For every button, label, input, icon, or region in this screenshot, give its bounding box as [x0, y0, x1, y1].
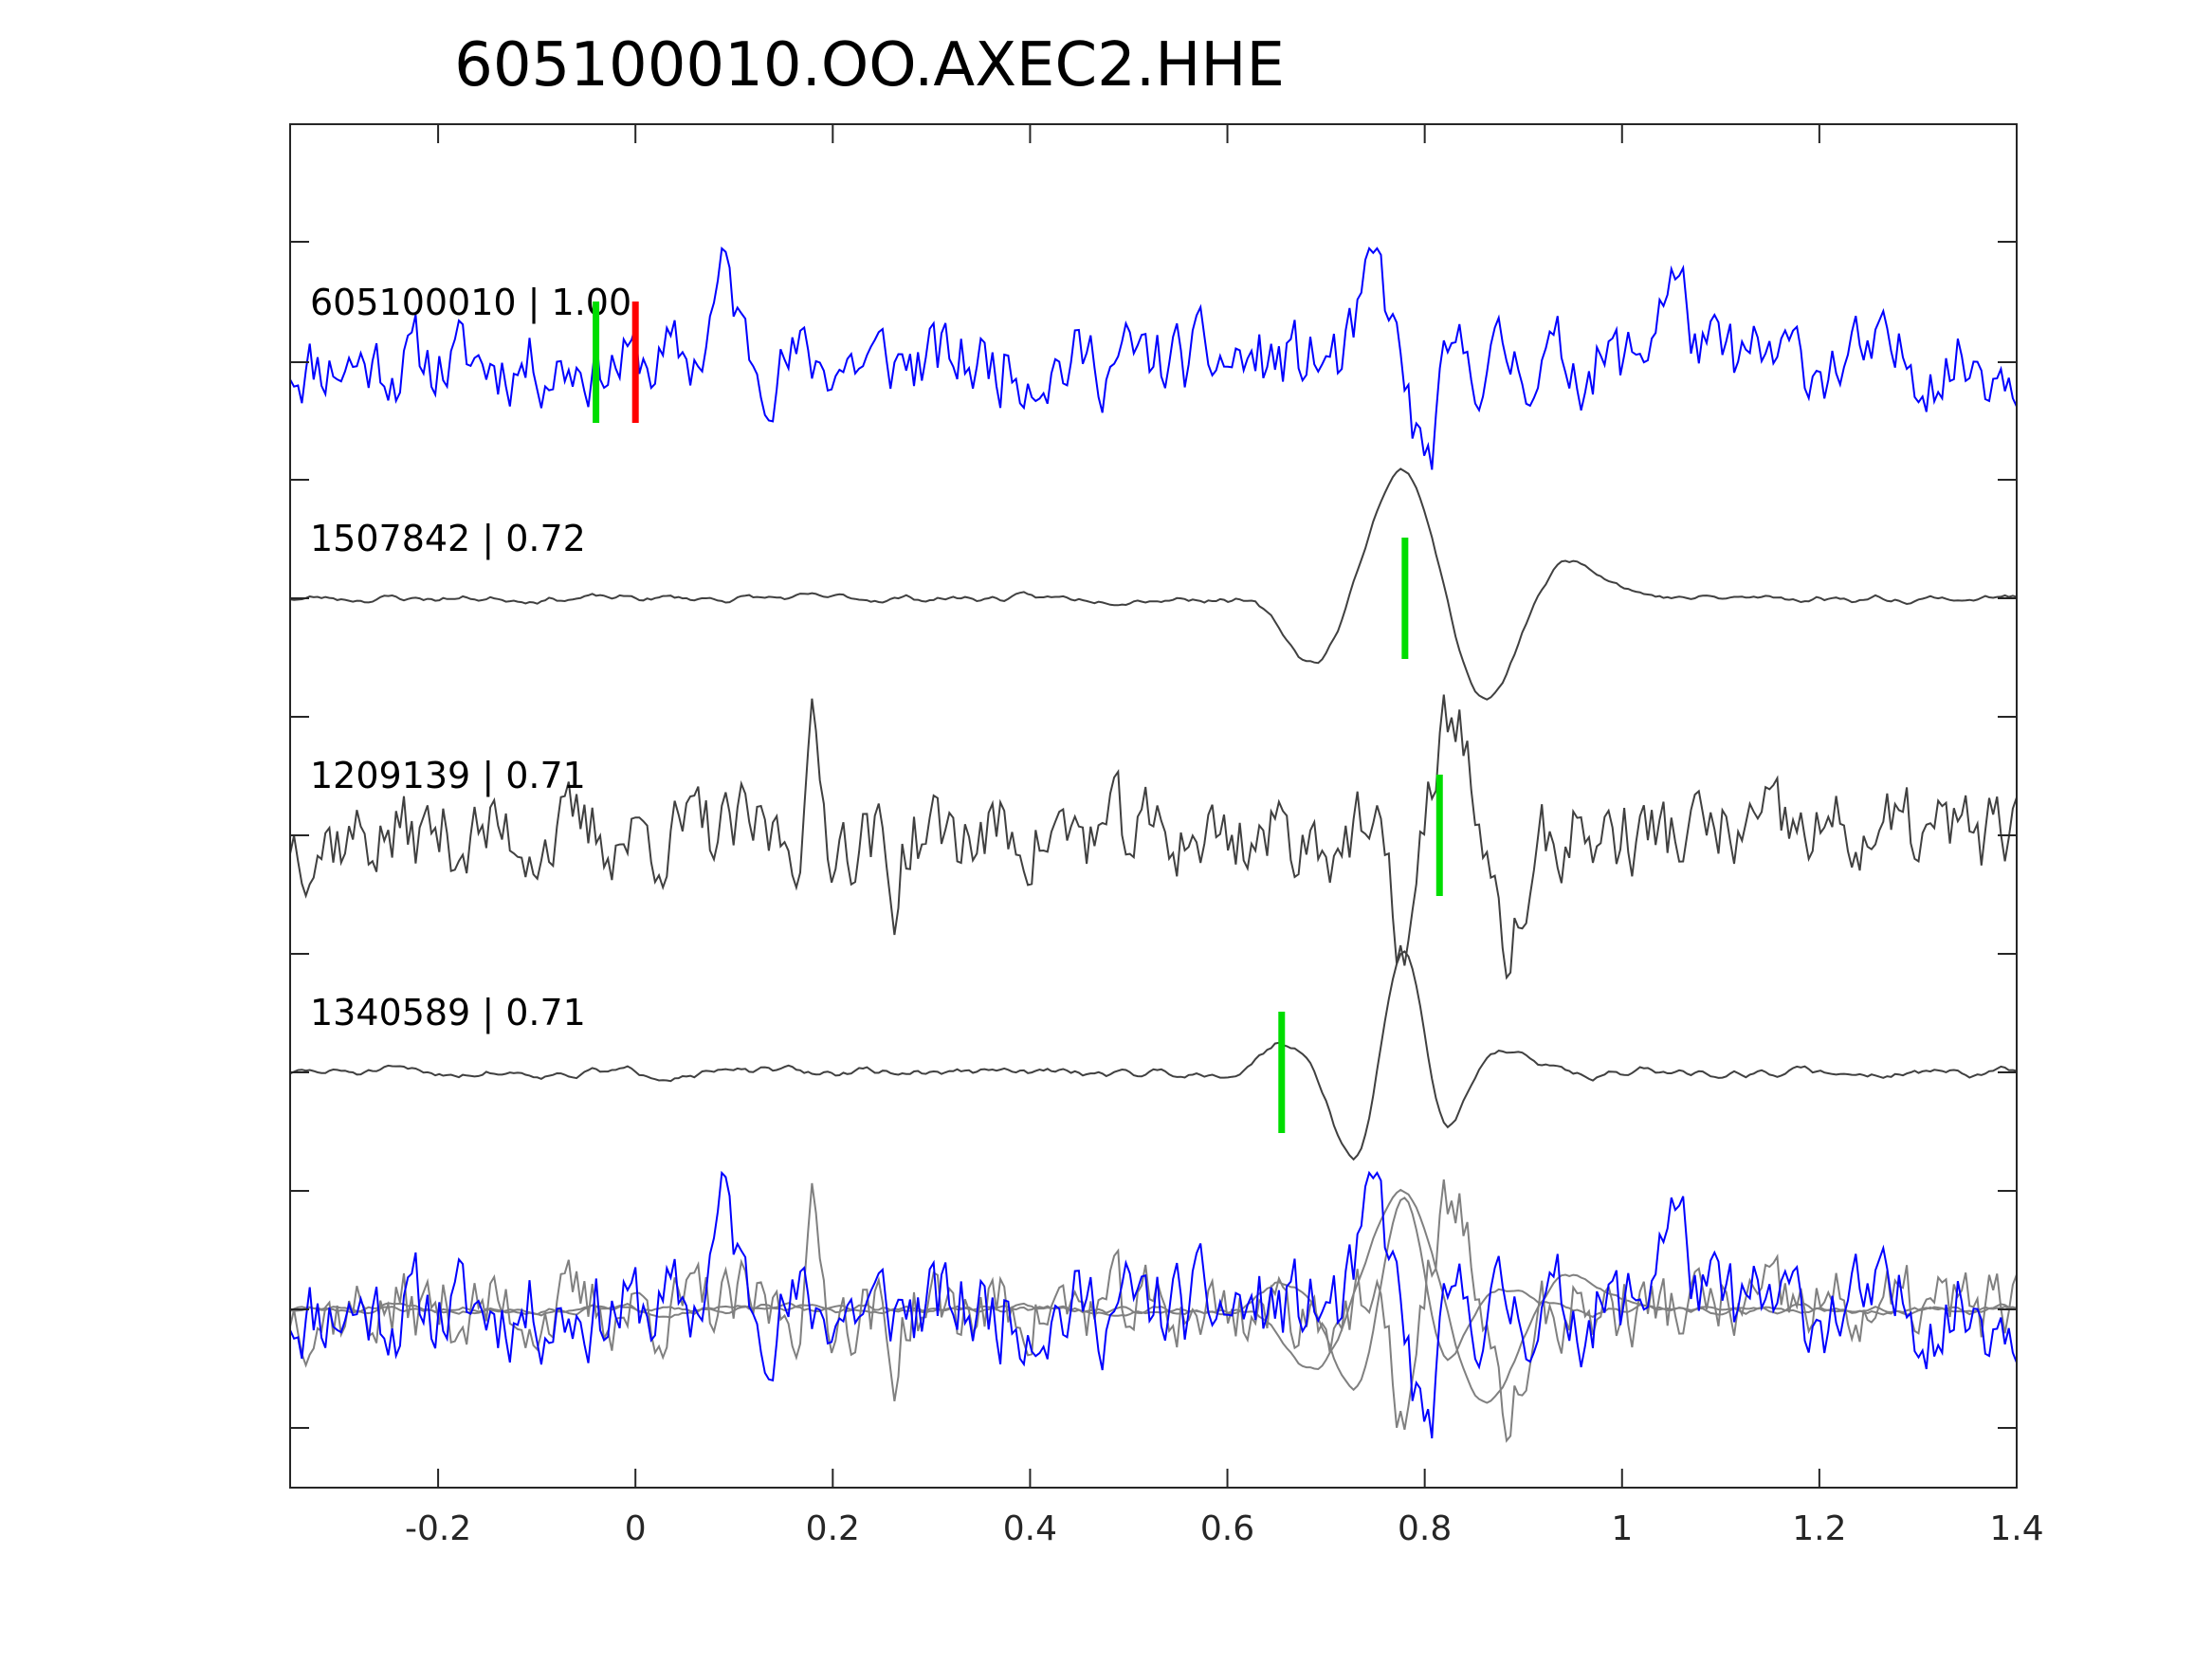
xtick-label-6: 1 — [1611, 1509, 1633, 1548]
axes-box — [289, 123, 2018, 1489]
trace-label-0: 605100010 | 1.00 — [310, 282, 631, 324]
xtick-label-7: 1.2 — [1792, 1509, 1846, 1548]
xtick-label-3: 0.4 — [1003, 1509, 1057, 1548]
xtick-label-8: 1.4 — [1989, 1509, 2043, 1548]
xtick-label-2: 0.2 — [806, 1509, 860, 1548]
trace-line-0 — [289, 246, 2018, 470]
xtick-label-0: -0.2 — [405, 1509, 471, 1548]
trace-label-1: 1507842 | 0.72 — [310, 518, 586, 560]
xtick-label-5: 0.8 — [1398, 1509, 1452, 1548]
overlay-line-0 — [289, 1170, 2018, 1439]
xtick-label-1: 0 — [625, 1509, 647, 1548]
chart-title: 605100010.OO.AXEC2.HHE — [454, 30, 1285, 101]
trace-line-1 — [289, 467, 2018, 701]
trace-line-3 — [289, 950, 2018, 1161]
trace-label-2: 1209139 | 0.71 — [310, 755, 586, 797]
overlay-line-2 — [289, 1179, 2018, 1443]
trace-label-3: 1340589 | 0.71 — [310, 992, 586, 1034]
xtick-label-4: 0.6 — [1200, 1509, 1254, 1548]
trace-line-2 — [289, 694, 2018, 980]
